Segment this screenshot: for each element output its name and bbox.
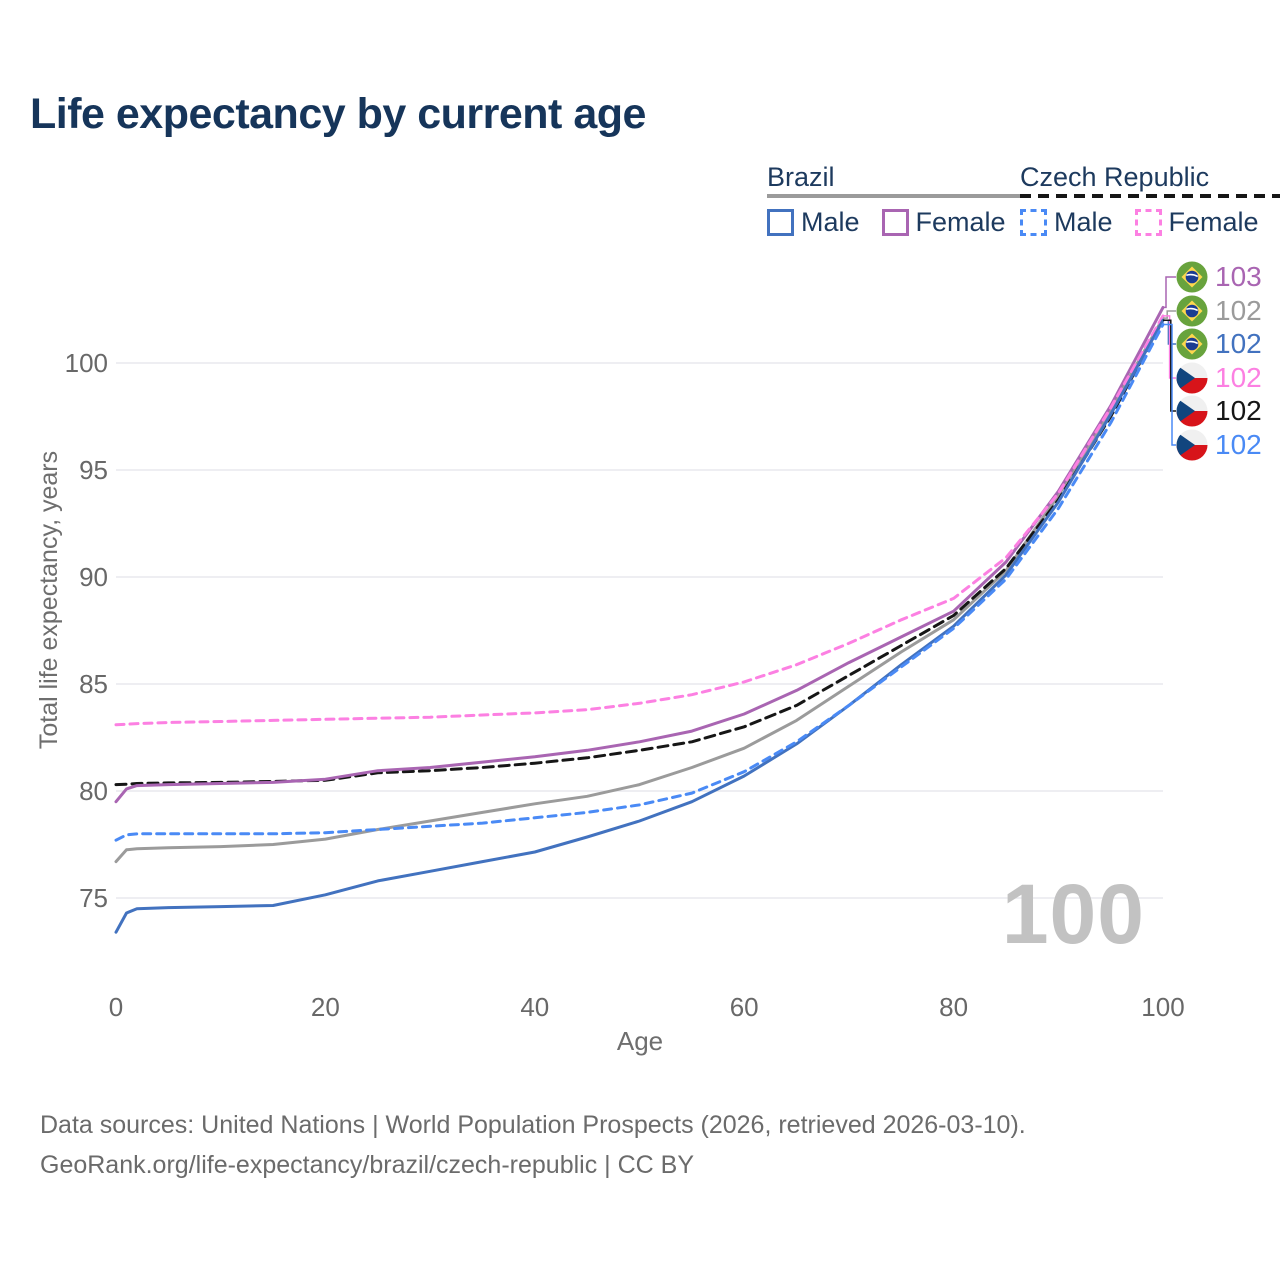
x-tick-label: 80 xyxy=(939,992,969,1022)
series-end-value: 102 xyxy=(1215,295,1262,326)
series-end-value: 102 xyxy=(1215,395,1262,426)
end-label-czech-female: 102 xyxy=(1176,362,1262,394)
georank-url-line: GeoRank.org/life-expectancy/brazil/czech… xyxy=(40,1151,694,1179)
data-sources-line: Data sources: United Nations | World Pop… xyxy=(40,1111,1026,1139)
legend-label-czech-male: Male xyxy=(1054,207,1113,237)
y-tick-label: 90 xyxy=(79,562,108,592)
x-tick-label: 100 xyxy=(1141,992,1185,1022)
brazil-flag-icon xyxy=(1176,328,1208,360)
x-tick-label: 20 xyxy=(310,992,340,1022)
brazil-total-line-swatch xyxy=(767,194,1028,198)
end-label-czech-male: 102 xyxy=(1176,429,1262,461)
czech-flag-icon xyxy=(1176,362,1208,394)
czech-female-swatch-icon xyxy=(1134,209,1162,236)
legend-item-brazil-male[interactable]: Male xyxy=(767,207,860,238)
y-axis-title: Total life expectancy, years xyxy=(35,450,63,750)
czech-flag-icon xyxy=(1176,429,1208,461)
y-tick-label: 75 xyxy=(79,883,108,913)
x-tick-label: 60 xyxy=(729,992,759,1022)
brazil-flag-icon xyxy=(1176,261,1208,293)
series-end-value: 102 xyxy=(1215,328,1262,359)
page-title: Life expectancy by current age xyxy=(30,90,646,138)
age-counter-watermark: 100 xyxy=(1001,867,1145,961)
y-tick-label: 80 xyxy=(79,776,108,806)
legend-group-czech-republic: Czech Republic Male Female xyxy=(1020,163,1280,238)
attribution-footer: Data sources: United Nations | World Pop… xyxy=(40,1105,1026,1185)
legend-label-brazil-female: Female xyxy=(915,207,1006,237)
end-label-brazil-total: 102 xyxy=(1176,295,1262,327)
legend-item-brazil-female[interactable]: Female xyxy=(881,207,1006,238)
series-end-value: 102 xyxy=(1215,362,1262,393)
series-end-value: 103 xyxy=(1215,261,1262,292)
legend-item-czech-female[interactable]: Female xyxy=(1134,207,1259,238)
legend-group-brazil: Brazil Male Female xyxy=(767,163,1028,238)
x-axis-title: Age xyxy=(616,1026,664,1056)
legend-country-brazil[interactable]: Brazil xyxy=(767,162,835,192)
czech-male-swatch-icon xyxy=(1020,209,1047,236)
x-tick-label: 40 xyxy=(520,992,550,1022)
series-end-value: 102 xyxy=(1215,429,1262,460)
end-label-brazil-female: 103 xyxy=(1176,261,1262,293)
x-tick-label: 0 xyxy=(108,992,124,1022)
czech-flag-icon xyxy=(1176,395,1208,427)
end-label-czech-total: 102 xyxy=(1176,395,1262,427)
legend-item-czech-male[interactable]: Male xyxy=(1020,207,1113,238)
legend-label-brazil-male: Male xyxy=(801,207,860,237)
brazil-female-swatch-icon xyxy=(881,209,909,236)
y-tick-label: 100 xyxy=(64,348,108,378)
y-tick-label: 95 xyxy=(79,455,108,485)
legend-country-czech-republic[interactable]: Czech Republic xyxy=(1020,162,1210,192)
brazil-male-swatch-icon xyxy=(767,209,794,236)
legend-label-czech-female: Female xyxy=(1168,207,1259,237)
end-label-brazil-male: 102 xyxy=(1176,328,1262,360)
y-tick-label: 85 xyxy=(79,669,108,699)
czech-total-line-swatch xyxy=(1020,194,1280,198)
brazil-flag-icon xyxy=(1176,295,1208,327)
